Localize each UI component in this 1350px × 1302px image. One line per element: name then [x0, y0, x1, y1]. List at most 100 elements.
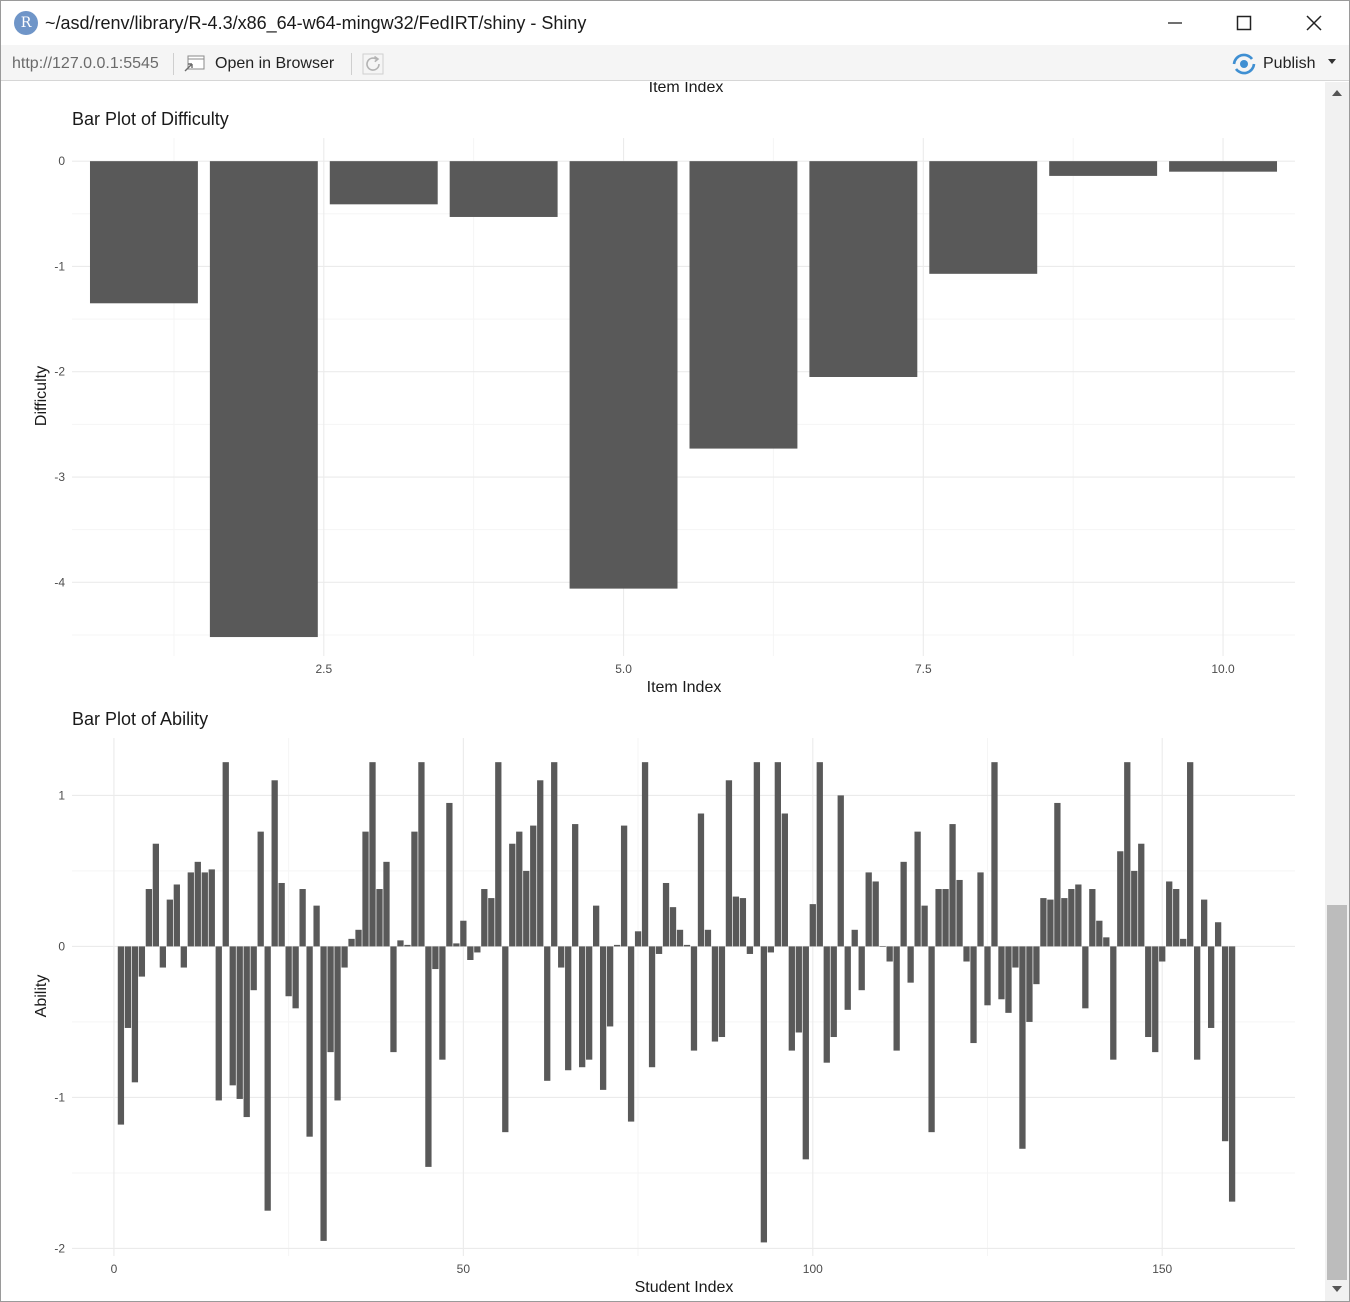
ability-bar: [1012, 946, 1019, 968]
ability-bar: [313, 905, 320, 947]
y-tick-label: -1: [54, 259, 65, 273]
ability-bar: [390, 946, 397, 1053]
ability-bar: [572, 824, 579, 947]
ability-bar: [306, 946, 313, 1137]
ability-bar: [760, 946, 768, 1243]
ability-bar: [138, 946, 146, 977]
open-in-browser-button[interactable]: Open in Browser: [183, 51, 334, 77]
maximize-icon: [1236, 15, 1252, 31]
ability-bar: [802, 946, 809, 1160]
ability-bar: [236, 946, 243, 1099]
title-bar[interactable]: R ~/asd/renv/library/R-4.3/x86_64-w64-mi…: [1, 1, 1349, 45]
difficulty-bar-plot: Bar Plot of Difficulty 2.5 5.0 7.5 10.0 0 -1…: [33, 109, 1295, 696]
ability-bar: [565, 946, 572, 1071]
ability-bar: [984, 946, 991, 1006]
ability-bar: [676, 929, 684, 947]
ability-bar: [991, 762, 998, 947]
refresh-button[interactable]: [361, 52, 385, 76]
ability-bar: [355, 929, 362, 947]
x-tick-label: 100: [803, 1262, 823, 1276]
ability-bar: [1005, 946, 1012, 1013]
ability-bar: [208, 869, 215, 947]
toolbar-divider: [351, 53, 352, 75]
ability-bar: [488, 898, 495, 947]
scroll-up-arrow-icon[interactable]: [1331, 88, 1343, 98]
ability-bar: [460, 920, 467, 947]
ability-bar: [1089, 889, 1096, 947]
ability-bar: [956, 879, 963, 947]
ability-bar: [495, 762, 502, 947]
ability-bar: [285, 946, 292, 997]
ability-bar: [467, 946, 474, 960]
publish-dropdown-icon[interactable]: [1327, 58, 1337, 66]
ability-bar: [851, 929, 858, 947]
ability-bar: [173, 884, 180, 947]
ability-bar: [732, 896, 740, 947]
ability-bar: [809, 904, 816, 947]
difficulty-bar: [569, 161, 678, 589]
ability-bar: [711, 946, 719, 1042]
ability-bar: [669, 907, 677, 947]
ability-bar: [879, 946, 886, 948]
publish-button[interactable]: Publish: [1231, 51, 1315, 77]
y-tick-label: -3: [54, 470, 65, 484]
ability-bar: [970, 946, 977, 1044]
ability-bar: [362, 831, 369, 947]
ability-bar: [774, 762, 781, 947]
ability-bar: [1187, 762, 1194, 947]
y-tick-label: -2: [54, 365, 65, 379]
ability-bar: [278, 882, 285, 947]
ability-bar: [725, 780, 733, 947]
ability-bar: [474, 946, 481, 953]
ability-bar: [1194, 946, 1201, 1060]
close-button[interactable]: [1291, 1, 1337, 45]
difficulty-bar: [89, 161, 198, 304]
ability-bar: [558, 946, 565, 968]
maximize-button[interactable]: [1221, 1, 1267, 45]
y-tick-label: -2: [54, 1241, 65, 1255]
ability-bar: [914, 831, 921, 947]
difficulty-y-axis-title: Difficulty: [33, 366, 50, 426]
ability-bar: [397, 940, 404, 947]
ability-bar: [795, 946, 802, 1033]
difficulty-bar: [209, 161, 318, 638]
vertical-scrollbar[interactable]: [1325, 82, 1349, 1301]
ability-bar: [1110, 946, 1117, 1060]
ability-bar: [1040, 898, 1047, 947]
ability-bar: [222, 762, 229, 947]
x-tick-label: 50: [457, 1262, 471, 1276]
ability-bar: [1033, 946, 1040, 985]
ability-bar: [928, 946, 935, 1133]
ability-bar: [369, 762, 376, 947]
ability-bar: [159, 946, 166, 968]
publish-icon: [1232, 53, 1256, 75]
ability-bar: [1166, 881, 1173, 947]
shiny-app-content[interactable]: Item Index Bar Plot of Difficulty 2.5 5.0…: [1, 82, 1325, 1301]
ability-bar: [180, 946, 187, 968]
ability-bar: [949, 824, 956, 947]
ability-bar: [753, 762, 761, 947]
ability-y-axis-title: Ability: [33, 975, 50, 1018]
viewer-toolbar: http://127.0.0.1:5545 Open in Browser: [1, 45, 1349, 81]
ability-bar: [613, 944, 621, 947]
plots-canvas: Item Index Bar Plot of Difficulty 2.5 5.0…: [33, 82, 1295, 1296]
ability-bar: [271, 780, 278, 947]
ability-bar: [1061, 898, 1068, 947]
ability-bar: [1047, 899, 1054, 947]
scrollbar-thumb[interactable]: [1327, 905, 1347, 1280]
ability-bar: [830, 946, 837, 1038]
x-tick-label: 2.5: [315, 662, 332, 676]
scroll-down-arrow-icon[interactable]: [1331, 1284, 1343, 1294]
difficulty-plot-title: Bar Plot of Difficulty: [72, 109, 229, 129]
ability-bar: [348, 938, 355, 947]
ability-bar: [1026, 946, 1033, 1022]
ability-bar: [201, 872, 208, 947]
x-tick-label: 5.0: [615, 662, 632, 676]
minimize-button[interactable]: [1152, 1, 1198, 45]
ability-bar: [1152, 946, 1159, 1053]
ability-bar: [697, 813, 705, 947]
url-display[interactable]: http://127.0.0.1:5545: [12, 55, 159, 72]
refresh-icon: [362, 53, 384, 75]
ability-bar: [746, 946, 754, 954]
